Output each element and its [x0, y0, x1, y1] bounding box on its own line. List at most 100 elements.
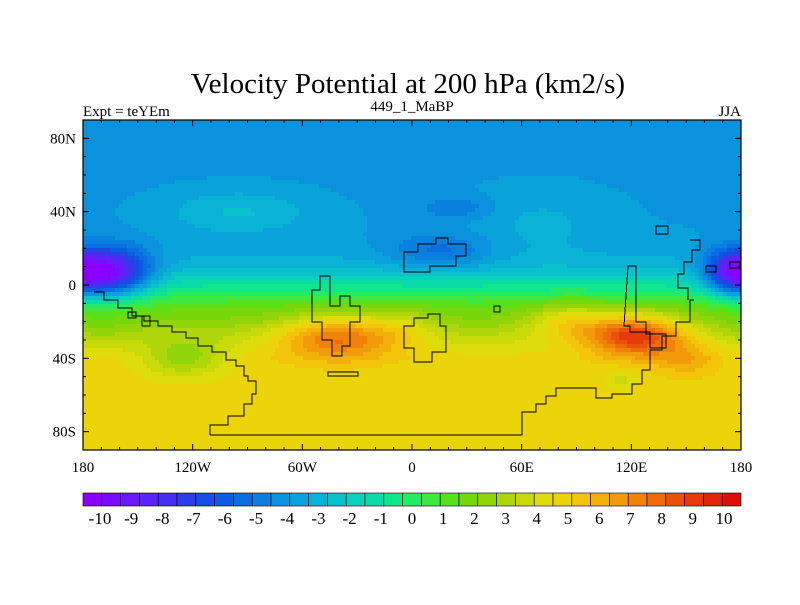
field-cell	[543, 196, 548, 201]
field-cell	[107, 212, 112, 217]
field-cell	[123, 128, 128, 133]
field-cell	[155, 188, 160, 193]
field-cell	[411, 140, 416, 145]
field-cell	[263, 204, 268, 209]
field-cell	[195, 212, 200, 217]
field-cell	[323, 200, 328, 205]
field-cell	[467, 208, 472, 213]
field-cell	[515, 200, 520, 205]
field-cell	[279, 152, 284, 157]
field-cell	[263, 232, 268, 237]
field-cell	[567, 188, 572, 193]
field-cell	[655, 168, 660, 173]
field-cell	[691, 140, 696, 145]
field-cell	[167, 200, 172, 205]
field-cell	[507, 156, 512, 161]
field-cell	[471, 156, 476, 161]
field-cell	[387, 188, 392, 193]
field-cell	[303, 164, 308, 169]
field-cell	[487, 196, 492, 201]
field-cell	[731, 220, 736, 225]
field-cell	[103, 192, 108, 197]
field-cell	[247, 152, 252, 157]
field-cell	[623, 232, 628, 237]
field-cell	[531, 148, 536, 153]
field-cell	[191, 224, 196, 229]
field-cell	[567, 220, 572, 225]
field-cell	[687, 180, 692, 185]
field-cell	[355, 144, 360, 149]
field-cell	[247, 120, 252, 125]
field-cell	[707, 176, 712, 181]
field-cell	[171, 224, 176, 229]
field-cell	[99, 148, 104, 153]
field-cell	[571, 204, 576, 209]
field-cell	[115, 156, 120, 161]
field-cell	[179, 232, 184, 237]
field-cell	[115, 228, 120, 233]
field-cell	[651, 204, 656, 209]
field-cell	[643, 232, 648, 237]
field-cell	[647, 236, 652, 241]
field-cell	[735, 152, 740, 157]
field-cell	[739, 188, 741, 193]
field-cell	[371, 160, 376, 165]
field-cell	[355, 136, 360, 141]
field-cell	[295, 144, 300, 149]
field-cell	[527, 228, 532, 233]
field-cell	[559, 136, 564, 141]
field-cell	[335, 128, 340, 133]
field-cell	[439, 180, 444, 185]
field-cell	[447, 220, 452, 225]
field-cell	[167, 148, 172, 153]
field-cell	[295, 148, 300, 153]
field-cell	[659, 144, 664, 149]
field-cell	[191, 180, 196, 185]
field-cell	[431, 124, 436, 129]
field-cell	[407, 176, 412, 181]
field-cell	[399, 224, 404, 229]
field-cell	[579, 220, 584, 225]
field-cell	[491, 152, 496, 157]
field-cell	[683, 204, 688, 209]
field-cell	[667, 124, 672, 129]
field-cell	[587, 232, 592, 237]
field-cell	[407, 168, 412, 173]
field-cell	[171, 228, 176, 233]
field-cell	[463, 140, 468, 145]
field-cell	[151, 160, 156, 165]
field-cell	[723, 124, 728, 129]
field-cell	[535, 200, 540, 205]
field-cell	[455, 204, 460, 209]
field-cell	[379, 200, 384, 205]
field-cell	[331, 168, 336, 173]
field-cell	[735, 188, 740, 193]
field-cell	[147, 220, 152, 225]
field-cell	[171, 240, 176, 245]
field-cell	[251, 236, 256, 241]
field-cell	[187, 168, 192, 173]
field-cell	[691, 228, 696, 233]
field-cell	[451, 148, 456, 153]
field-cell	[299, 144, 304, 149]
field-cell	[91, 148, 96, 153]
field-cell	[367, 232, 372, 237]
field-cell	[267, 180, 272, 185]
field-cell	[679, 212, 684, 217]
field-cell	[587, 164, 592, 169]
field-cell	[515, 224, 520, 229]
field-cell	[139, 156, 144, 161]
field-cell	[735, 140, 740, 145]
field-cell	[523, 132, 528, 137]
field-cell	[687, 120, 692, 125]
field-cell	[459, 164, 464, 169]
field-cell	[151, 120, 156, 125]
field-cell	[287, 200, 292, 205]
field-cell	[475, 200, 480, 205]
field-cell	[599, 224, 604, 229]
field-cell	[651, 196, 656, 201]
field-cell	[679, 172, 684, 177]
field-cell	[567, 172, 572, 177]
field-cell	[643, 200, 648, 205]
field-cell	[319, 148, 324, 153]
